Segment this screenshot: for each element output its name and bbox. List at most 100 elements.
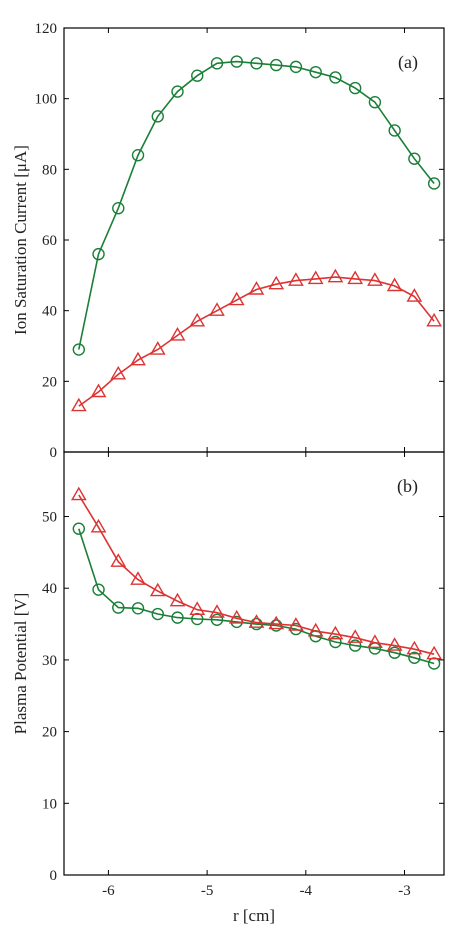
- panel-a-series-triangle-point: [130, 351, 146, 366]
- panel-b-y-axis-title: Plasma Potential [V]: [11, 593, 30, 735]
- panel-b-series-triangle-point: [426, 645, 443, 660]
- panel-a-series-triangle-point: [307, 270, 324, 285]
- panel-b-series-triangle-line: [78, 494, 435, 655]
- panel-b-series-circle-point: [427, 657, 441, 670]
- panel-a-series-circle-point: [368, 95, 382, 109]
- panel-a-series-triangle-point: [248, 281, 265, 295]
- panel-a-series-triangle-point: [169, 327, 186, 341]
- panel-a-series-circle-point: [289, 60, 303, 74]
- panel-b-series-triangle-point: [228, 609, 245, 624]
- panel-b-y-tick-label: 0: [50, 868, 58, 884]
- panel-b-series-triangle-point: [169, 592, 186, 607]
- panel-b-tag: (b): [397, 476, 418, 497]
- panel-a-y-tick-label: 120: [35, 21, 58, 37]
- panel-a-series-circle-point: [270, 58, 283, 72]
- panel-b-x-tick-label: -5: [201, 883, 214, 899]
- panel-b-series-triangle-point: [209, 604, 225, 618]
- panel-b-series-circle-point: [348, 639, 362, 652]
- panel-a-series-circle-point: [131, 148, 145, 162]
- panel-a-series-circle-point: [151, 110, 164, 123]
- panel-a-y-tick-label: 80: [42, 162, 57, 178]
- panel-a-series-triangle-point: [327, 268, 344, 283]
- panel-a-series-circle-point: [230, 55, 243, 68]
- panel-a-series-circle-line: [78, 60, 435, 350]
- panel-a-series-triangle-point: [386, 277, 403, 292]
- panel-b-series-circle-point: [388, 646, 401, 659]
- panel-a-series-circle-point: [171, 85, 184, 98]
- panel-b-y-tick-label: 20: [42, 725, 57, 741]
- panel-b-series-triangle-point: [386, 637, 403, 651]
- panel-a-series-triangle-point: [189, 312, 206, 327]
- panel-a-y-axis-title: Ion Saturation Current [μA]: [11, 145, 30, 335]
- panel-b-plasma-potential: 0 10 20 30 40 50 -6 -5 -4 -3 Plasma Potential [V] r…: [11, 451, 445, 925]
- panel-a-frame: [63, 27, 445, 453]
- panel-a-series-circle-point: [348, 81, 362, 95]
- panel-a-ion-saturation-current: 0 20 40 60 80 100 120 Ion Saturation Current [μ…: [11, 21, 445, 461]
- panel-a-y-tick-label: 0: [50, 445, 58, 461]
- panel-a-y-tick-label: 20: [42, 374, 57, 390]
- panel-b-series-circle-line: [78, 528, 435, 665]
- panel-a-series-circle-point: [309, 65, 322, 79]
- panel-b-x-axis-title: r [cm]: [233, 906, 275, 925]
- panel-b-series-triangle-point: [288, 617, 304, 631]
- panel-b-series-circle-point: [191, 612, 204, 626]
- panel-b-series-triangle-point: [130, 571, 146, 585]
- panel-a-y-tick-label: 60: [42, 233, 57, 249]
- panel-b-series-triangle-point: [110, 553, 127, 567]
- panel-b-series-triangle-point: [189, 601, 206, 615]
- panel-b-series-triangle-point: [307, 622, 324, 637]
- panel-a-series-circle-point: [388, 124, 401, 137]
- panel-a-series-circle-point: [210, 57, 224, 70]
- panel-a-series-circle-point: [250, 57, 263, 70]
- panel-a-series-triangle-point: [426, 312, 443, 327]
- panel-b-series-triangle-point: [367, 634, 383, 648]
- panel-a-y-tick-label: 100: [35, 92, 58, 108]
- panel-a-series-triangle-point: [228, 291, 245, 306]
- panel-a-series-circle-point: [112, 201, 125, 215]
- panel-b-series-circle-point: [210, 613, 224, 626]
- panel-b-x-tick-label: -6: [102, 883, 115, 899]
- panel-b-series-circle-point: [408, 651, 421, 664]
- panel-a-series-triangle-point: [110, 365, 127, 380]
- panel-b-series-triangle-point: [70, 486, 87, 501]
- panel-b-series-triangle-point: [347, 629, 364, 643]
- panel-a-series-triangle-point: [347, 270, 364, 285]
- panel-a-series-triangle-point: [288, 272, 304, 286]
- panel-b-series-circle-point: [92, 583, 105, 596]
- panel-b-series-triangle-point: [327, 625, 344, 640]
- panel-b-series-circle-point: [112, 601, 125, 614]
- panel-a-series-triangle-point: [406, 288, 423, 302]
- panel-b-series-circle-point: [151, 607, 164, 621]
- panel-a-series-triangle-line: [78, 276, 435, 407]
- panel-b-series-triangle-point: [248, 614, 265, 628]
- panel-a-series-triangle-point: [70, 397, 87, 412]
- panel-b-series-circle-point: [131, 602, 145, 615]
- panel-a-series-circle-point: [72, 343, 86, 356]
- panel-b-series-triangle-point: [149, 582, 166, 597]
- panel-b-y-tick-label: 50: [42, 510, 57, 526]
- panel-a-tag: (a): [398, 52, 418, 73]
- panel-b-series-circle-point: [72, 522, 86, 535]
- panel-a-series-triangle-point: [268, 275, 285, 290]
- panel-b-series-triangle-point: [268, 615, 285, 630]
- panel-a-series-circle-point: [92, 247, 105, 261]
- panel-a-series-triangle-point: [90, 383, 107, 398]
- panel-b-y-tick-label: 10: [42, 796, 57, 812]
- panel-b-series-circle-point: [329, 635, 342, 649]
- panel-b-x-tick-label: -3: [398, 883, 411, 899]
- panel-a-series-triangle-point: [367, 272, 383, 286]
- panel-a-series-circle-point: [191, 69, 204, 82]
- panel-b-y-tick-label: 30: [42, 653, 57, 669]
- panel-a-y-tick-label: 40: [42, 304, 57, 320]
- panel-b-series-triangle-point: [90, 518, 107, 533]
- panel-b-x-tick-label: -4: [300, 883, 313, 899]
- panel-b-frame: [63, 451, 445, 876]
- panel-b-series-triangle-point: [406, 640, 423, 655]
- panel-a-series-triangle-point: [149, 341, 166, 355]
- panel-a-series-triangle-point: [209, 302, 225, 316]
- panel-b-y-tick-label: 40: [42, 581, 57, 597]
- panel-b-series-circle-point: [171, 611, 184, 624]
- panel-a-series-circle-point: [408, 152, 421, 165]
- panel-a-series-circle-point: [329, 71, 342, 84]
